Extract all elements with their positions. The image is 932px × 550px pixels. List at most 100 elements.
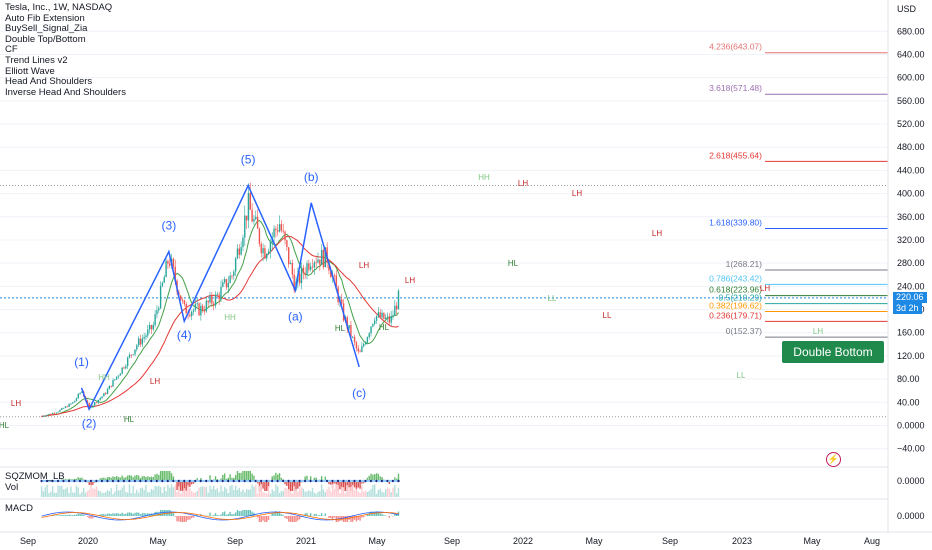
- legend-indicator[interactable]: Auto Fib Extension: [5, 12, 85, 24]
- legend-indicator[interactable]: CF: [5, 44, 18, 56]
- volume-bar: [172, 487, 175, 497]
- squeeze-momentum-bar: [244, 471, 246, 481]
- candle-body: [194, 304, 197, 310]
- candle-body: [192, 309, 195, 312]
- volume-bar: [238, 487, 240, 497]
- volume-bar: [280, 490, 283, 497]
- candle-body: [163, 277, 165, 283]
- squeeze-dot: [325, 479, 329, 483]
- candle-body: [227, 283, 230, 288]
- macd-histogram-bar: [251, 511, 253, 516]
- alert-bolt-icon[interactable]: ⚡: [826, 452, 841, 467]
- volume-bar: [247, 489, 250, 497]
- squeeze-momentum-bar: [178, 481, 180, 491]
- volume-label[interactable]: Vol: [5, 482, 19, 493]
- squeeze-momentum-bar: [304, 476, 306, 481]
- macd-histogram-bar: [240, 511, 242, 516]
- candle-body: [181, 300, 184, 302]
- volume-bar: [311, 487, 314, 497]
- candle-body: [97, 399, 100, 403]
- squeeze-momentum-bar: [249, 471, 251, 481]
- volume-bar: [187, 485, 189, 497]
- candle-body: [319, 259, 321, 265]
- volume-bar: [61, 485, 63, 497]
- volume-bar: [320, 484, 323, 497]
- squeeze-dot: [177, 479, 181, 483]
- macd-histogram-bar: [363, 516, 365, 518]
- macd-histogram-bar: [192, 516, 195, 518]
- volume-bar: [64, 488, 67, 497]
- squeeze-momentum-bar: [123, 477, 125, 481]
- macd-label[interactable]: MACD: [5, 503, 33, 514]
- legend-title[interactable]: Tesla, Inc., 1W, NASDAQ: [5, 2, 113, 13]
- legend-indicator[interactable]: Double Top/Bottom: [5, 33, 86, 45]
- squeeze-momentum-bar: [231, 477, 233, 481]
- squeeze-momentum-bar: [187, 481, 189, 488]
- candle-body: [61, 408, 63, 410]
- legend-indicator[interactable]: BuySell_Signal_Zia: [5, 23, 88, 35]
- candle-body: [209, 295, 211, 303]
- volume-bar: [205, 487, 208, 497]
- squeeze-dot: [335, 479, 338, 483]
- squeeze-dot: [144, 479, 148, 483]
- squeeze-dot: [69, 479, 73, 483]
- candle-body: [313, 262, 316, 268]
- volume-bar: [72, 492, 74, 497]
- squeeze-dot: [232, 479, 235, 483]
- squeeze-dot: [185, 479, 188, 483]
- legend-indicator[interactable]: Head And Shoulders: [5, 76, 93, 88]
- candle-body: [262, 248, 264, 254]
- macd-histogram-bar: [353, 516, 356, 520]
- volume-bar: [306, 491, 308, 497]
- legend-indicator[interactable]: Elliott Wave: [5, 65, 55, 77]
- squeeze-dot: [318, 479, 322, 483]
- volume-bar: [70, 486, 72, 497]
- time-axis-label: Sep: [662, 536, 678, 546]
- candle-body: [196, 303, 198, 305]
- squeeze-dot: [282, 479, 285, 483]
- squeeze-momentum-bar: [108, 476, 111, 481]
- squeeze-momentum-bar: [119, 477, 122, 481]
- candle-body: [293, 274, 295, 291]
- volume-bar: [92, 488, 94, 497]
- volume-bar: [251, 484, 253, 497]
- macd-histogram-bar: [72, 514, 74, 516]
- squeeze-momentum-bar: [271, 476, 273, 481]
- reference-lines: [0, 185, 888, 418]
- candle-body: [284, 231, 286, 241]
- squeeze-dot: [331, 479, 334, 483]
- squeeze-momentum-bar: [278, 473, 281, 481]
- macd-histogram-bar: [374, 511, 376, 516]
- candle-body: [267, 251, 270, 255]
- macd-histogram-bar: [233, 514, 235, 516]
- squeeze-momentum-bar: [148, 477, 151, 481]
- squeeze-momentum-bar: [339, 481, 341, 490]
- candle-body: [311, 266, 314, 268]
- squeeze-dot: [172, 479, 175, 483]
- sqzmom-label[interactable]: SQZMOM_LB: [5, 471, 65, 482]
- volume-bar: [271, 489, 273, 497]
- macd-histogram-bar: [180, 516, 182, 522]
- volume-bar: [159, 487, 162, 497]
- candle-body: [57, 411, 59, 413]
- legend-indicator[interactable]: Inverse Head And Shoulders: [5, 86, 126, 98]
- candle-body: [395, 305, 398, 310]
- volume-bar: [339, 492, 341, 497]
- time-axis-label: May: [585, 536, 603, 546]
- volume-bar: [167, 484, 169, 497]
- swing-label: LH: [150, 377, 160, 386]
- volume-bar: [191, 491, 193, 497]
- sqz-axis-value: 0.0000: [897, 476, 925, 486]
- macd-histogram-bar: [295, 516, 297, 522]
- squeeze-dot: [225, 479, 228, 483]
- legend-indicator[interactable]: Trend Lines v2: [5, 54, 68, 66]
- candle-body: [240, 247, 242, 255]
- squeeze-momentum-bar: [183, 481, 186, 491]
- axis-tick-label: 680.00: [897, 26, 925, 36]
- squeeze-dot: [228, 479, 232, 483]
- macd-histogram-bar: [216, 514, 219, 516]
- candle-body: [55, 412, 57, 414]
- macd-histogram-bar: [361, 516, 363, 518]
- squeeze-momentum-bar: [381, 477, 383, 481]
- candle-body: [357, 348, 359, 352]
